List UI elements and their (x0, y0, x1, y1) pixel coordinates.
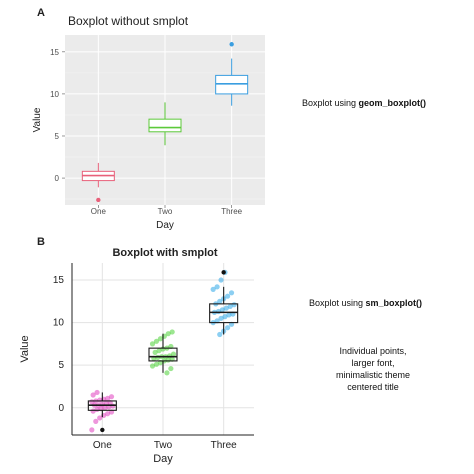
note-b-line-4: centered title (347, 382, 399, 392)
panel-b-point-two (149, 363, 156, 369)
panel-b-point-three (225, 325, 231, 331)
panel-b-point-three (217, 331, 223, 338)
panel-b-point-one (104, 395, 111, 401)
panel-b-point-two (164, 370, 170, 376)
panel-a-box-three-outlier (229, 42, 234, 47)
panel-a-x-tick-label: Two (158, 207, 173, 216)
note-b: Boxplot using sm_boxplot() (309, 298, 422, 308)
note-b-function: sm_boxplot() (365, 298, 423, 308)
panel-b-x-tick-label: Two (154, 440, 173, 451)
panel-b-point-two (156, 348, 162, 354)
panel-b-point-three (222, 314, 228, 320)
panel-b-y-tick-label: 0 (58, 403, 64, 414)
panel-b-point-three (219, 307, 225, 313)
panel-label-b: B (37, 236, 45, 248)
panel-b-y-tick-label: 5 (58, 360, 64, 371)
panel-b-point-one (104, 411, 111, 417)
panel-a-y-tick-label: 15 (50, 48, 59, 57)
panel-b-point-two (152, 349, 158, 356)
note-b-details: Individual points, larger font, minimali… (298, 345, 448, 393)
panel-b-x-axis-title: Day (153, 453, 173, 465)
panel-b-y-tick-label: 10 (53, 318, 65, 329)
panel-b-point-three (225, 293, 231, 299)
panel-b-box-three-outlier (221, 270, 226, 275)
panel-a-box-two (148, 118, 182, 133)
panel-a-chart-title: Boxplot without smplot (68, 14, 189, 28)
note-b-line-1: Individual points, (339, 346, 407, 356)
panel-b-point-two (153, 361, 160, 367)
panel-b-point-three (217, 298, 223, 304)
note-b-line-3: minimalistic theme (335, 370, 411, 380)
panel-b-point-one (108, 394, 115, 400)
panel-b-point-two (149, 341, 156, 347)
panel-b-point-two (168, 365, 174, 372)
panel-b-point-three (210, 286, 216, 292)
panel-b-point-three (227, 303, 233, 310)
panel-b-point-three (218, 277, 224, 283)
panel-b-y-axis-title: Value (19, 335, 31, 362)
panel-b-point-two (165, 331, 171, 337)
panel-a-x-tick-label: One (91, 207, 107, 216)
panel-b-point-one (94, 389, 100, 396)
panel-b-x-tick-label: Three (211, 440, 238, 451)
panel-a-y-axis-title: Value (32, 107, 43, 132)
panel-b-box-one-outlier (100, 427, 105, 433)
panel-b-x-tick-label: One (93, 440, 112, 451)
panel-b-box-three (209, 303, 239, 324)
panel-b-point-one (93, 418, 99, 424)
panel-b-point-two (157, 336, 163, 342)
panel-b-point-three (228, 290, 235, 296)
panel-b-point-three (223, 305, 229, 311)
panel-label-a: A (37, 7, 45, 19)
panel-b-point-two (170, 351, 177, 357)
note-b-line-2: larger font, (351, 358, 395, 368)
panel-b-y-tick-label: 15 (53, 275, 65, 286)
panel-b-box-two (148, 347, 178, 362)
panel-b-chart-title: Boxplot with smplot (112, 247, 217, 259)
panel-b-point-one (89, 427, 95, 433)
note-a-prefix: Boxplot using (302, 98, 359, 108)
panel-a-y-tick-label: 0 (55, 174, 60, 183)
panel-b-point-three (226, 312, 232, 318)
panel-b-point-three (218, 315, 224, 321)
panel-b-point-one (90, 392, 96, 398)
panel-a-x-tick-label: Three (221, 207, 242, 216)
panel-a-x-axis-title: Day (156, 220, 174, 231)
note-a-function: geom_boxplot() (358, 98, 427, 108)
panel-b-point-one (97, 415, 103, 421)
panel-b-point-two (153, 338, 160, 344)
panel-a-box-one-outlier (96, 197, 101, 203)
panel-b-point-two (169, 329, 175, 335)
panel-b-point-three (214, 284, 220, 290)
panel-a-box-three (215, 74, 249, 95)
panel-b-point-three (231, 302, 237, 308)
panel-a-y-tick-label: 5 (55, 132, 60, 141)
note-a: Boxplot using geom_boxplot() (302, 98, 426, 108)
panel-a-y-tick-label: 10 (50, 90, 59, 99)
note-b-prefix: Boxplot using (309, 298, 366, 308)
